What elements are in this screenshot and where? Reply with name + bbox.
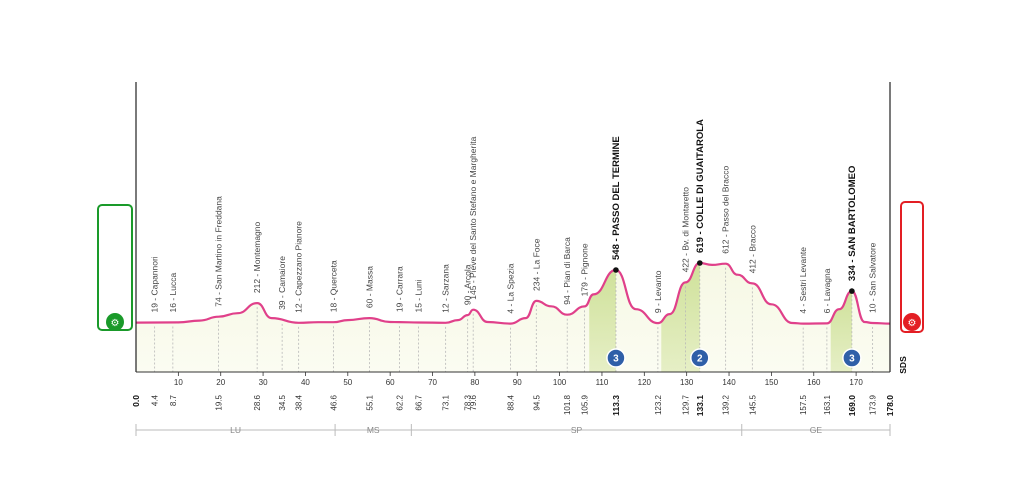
km-mark-label: 170 (849, 378, 863, 387)
waypoint-name-label: 19 - Carrara (394, 266, 404, 312)
km-mark-label: 10 (174, 378, 183, 387)
waypoint-km-label: 4.4 (151, 394, 160, 406)
waypoint-name-label: 60 - Massa (364, 266, 374, 308)
waypoint-km-label: 19.5 (215, 394, 224, 410)
waypoint-name-label: 19 - Capannori (150, 256, 160, 312)
km-mark-label: 90 (513, 378, 522, 387)
km-mark-label: 130 (680, 378, 694, 387)
elevation-profile-line (135, 261, 891, 325)
waypoint-km-label: 113.3 (611, 395, 621, 416)
summit-dot (697, 260, 703, 266)
waypoint-km-label: 78.3 (464, 394, 473, 410)
waypoint-name-label: 6 - Lavagna (822, 268, 832, 313)
waypoint-name-label: 12 - Capezzano Pianore (294, 221, 304, 313)
waypoint-name-label: 74 - San Martino in Freddana (214, 196, 224, 307)
profile-area-fill (136, 263, 890, 372)
finish-cyclist-icon (903, 313, 921, 331)
km-mark-label: 120 (638, 378, 652, 387)
waypoint-name-label: 16 - Lucca (168, 272, 178, 312)
waypoint-km-label: 28.6 (253, 394, 262, 410)
km-mark-label: 60 (386, 378, 395, 387)
waypoint-km-label: 105.9 (581, 394, 590, 415)
waypoint-km-label: 55.1 (365, 394, 374, 410)
km-mark-label: 70 (428, 378, 437, 387)
waypoint-km-label: 129.7 (681, 394, 690, 415)
waypoint-name-label: 9 - Levanto (653, 270, 663, 313)
region-label-lu: LU (230, 425, 241, 435)
waypoint-name-label: 145 - Pieve del Santo Stefano e Margheri… (468, 136, 478, 299)
waypoint-name-label: 234 - La Foce (531, 238, 541, 291)
sds-label: SDS (898, 356, 908, 374)
waypoint-km-label: 66.7 (415, 394, 424, 410)
waypoint-km-label: 38.4 (295, 394, 304, 410)
waypoint-km-label: 34.5 (278, 394, 287, 410)
climb-zone-2 (661, 263, 700, 372)
climb-zone-1 (589, 270, 616, 372)
climb-category-badge (842, 348, 862, 368)
waypoint-name-label: 412 - Bracco (747, 225, 757, 273)
waypoint-km-label: 139.2 (722, 394, 731, 415)
region-label-ms: MS (367, 425, 380, 435)
waypoint-name-label: 619 - COLLE DI GUAITAROLA (695, 119, 706, 253)
waypoint-name-label: 15 - Luni (414, 279, 424, 312)
km-mark-label: 150 (765, 378, 779, 387)
waypoint-km-label: 163.1 (823, 394, 832, 415)
climb-category-number: 2 (697, 354, 703, 365)
waypoint-name-label: 422 - Bv. di Montaretto (680, 187, 690, 273)
climb-category-badge (690, 348, 710, 368)
waypoint-name-label: 179 - Pignone (580, 243, 590, 296)
finish-km-label: 178.0 (885, 395, 895, 417)
waypoint-km-label: 94.5 (532, 394, 541, 410)
waypoint-km-label: 133.1 (695, 395, 705, 417)
waypoint-name-label: 39 - Camaiore (277, 256, 287, 310)
waypoint-km-label: 101.8 (563, 394, 572, 415)
waypoint-name-label: 90 - Arcola (463, 264, 473, 305)
waypoint-name-label: 334 - SAN BARTOLOMEO (847, 166, 858, 281)
km-mark-label: 50 (343, 378, 352, 387)
climb-category-number: 3 (849, 354, 855, 365)
waypoint-km-label: 8.7 (169, 394, 178, 406)
waypoint-km-label: 145.5 (748, 394, 757, 415)
km-mark-label: 140 (722, 378, 736, 387)
waypoint-name-label: 548 - PASSO DEL TERMINE (611, 136, 622, 260)
waypoint-name-label: 612 - Passo del Bracco (721, 166, 731, 254)
waypoint-name-label: 12 - Sarzana (441, 264, 451, 313)
waypoint-km-label: 88.4 (506, 394, 515, 410)
start-cyclist-icon (106, 313, 124, 331)
waypoint-name-label: 94 - Pian di Barca (562, 237, 572, 305)
km-mark-label: 100 (553, 378, 567, 387)
waypoint-km-label: 79.6 (469, 394, 478, 410)
climb-category-badge (606, 348, 626, 368)
waypoint-km-label: 173.9 (869, 394, 878, 415)
region-label-sp: SP (571, 425, 583, 435)
finish-label-box (900, 201, 924, 333)
waypoint-km-label: 46.6 (329, 394, 338, 410)
start-label-box (97, 204, 133, 331)
waypoint-km-label: 169.0 (847, 395, 857, 417)
finish-cyclist-glyph: ⚙ (908, 318, 917, 329)
waypoint-km-label: 123.2 (654, 394, 663, 415)
km-mark-label: 40 (301, 378, 310, 387)
waypoint-name-label: 4 - La Spezia (505, 263, 515, 313)
climb-category-number: 3 (613, 354, 619, 365)
waypoint-km-label: 62.2 (395, 394, 404, 410)
start-cyclist-glyph: ⚙ (111, 318, 120, 329)
region-label-ge: GE (810, 425, 823, 435)
km-mark-label: 30 (259, 378, 268, 387)
waypoint-km-label: 73.1 (442, 394, 451, 410)
km-mark-label: 80 (470, 378, 479, 387)
start-km-label: 0.0 (131, 395, 141, 407)
waypoint-name-label: 10 - San Salvatore (868, 242, 878, 313)
km-mark-label: 110 (596, 378, 609, 387)
km-mark-label: 160 (807, 378, 821, 387)
summit-dot (849, 288, 855, 294)
waypoint-name-label: 4 - Sestri Levante (798, 247, 808, 314)
summit-dot (613, 267, 619, 273)
waypoint-km-label: 157.5 (799, 394, 808, 415)
waypoint-name-label: 18 - Querceta (328, 260, 338, 312)
km-mark-label: 20 (216, 378, 225, 387)
waypoint-name-label: 212 - Montemagno (252, 221, 262, 293)
